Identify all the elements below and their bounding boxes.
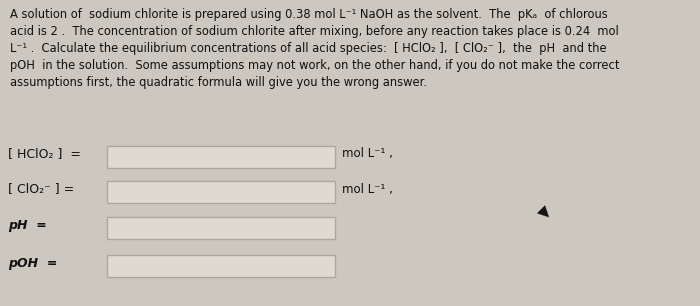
Text: [ ClO₂⁻ ] =: [ ClO₂⁻ ] = bbox=[8, 182, 74, 196]
Text: mol L⁻¹ ,: mol L⁻¹ , bbox=[342, 147, 393, 161]
FancyBboxPatch shape bbox=[107, 146, 335, 168]
Text: pH  =: pH = bbox=[8, 218, 47, 232]
Text: A solution of  sodium chlorite is prepared using 0.38 mol L⁻¹ NaOH as the solven: A solution of sodium chlorite is prepare… bbox=[10, 8, 608, 21]
Text: pOH  in the solution.  Some assumptions may not work, on the other hand, if you : pOH in the solution. Some assumptions ma… bbox=[10, 59, 620, 72]
Text: ▶: ▶ bbox=[536, 203, 554, 222]
Text: [ HClO₂ ]  =: [ HClO₂ ] = bbox=[8, 147, 81, 161]
Text: acid is 2 .  The concentration of sodium chlorite after mixing, before any react: acid is 2 . The concentration of sodium … bbox=[10, 25, 619, 38]
Text: pOH  =: pOH = bbox=[8, 256, 57, 270]
FancyBboxPatch shape bbox=[107, 217, 335, 239]
FancyBboxPatch shape bbox=[107, 255, 335, 277]
Text: mol L⁻¹ ,: mol L⁻¹ , bbox=[342, 182, 393, 196]
Text: L⁻¹ .  Calculate the equilibrium concentrations of all acid species:  [ HClO₂ ],: L⁻¹ . Calculate the equilibrium concentr… bbox=[10, 42, 607, 55]
FancyBboxPatch shape bbox=[107, 181, 335, 203]
Text: assumptions first, the quadratic formula will give you the wrong answer.: assumptions first, the quadratic formula… bbox=[10, 76, 427, 89]
